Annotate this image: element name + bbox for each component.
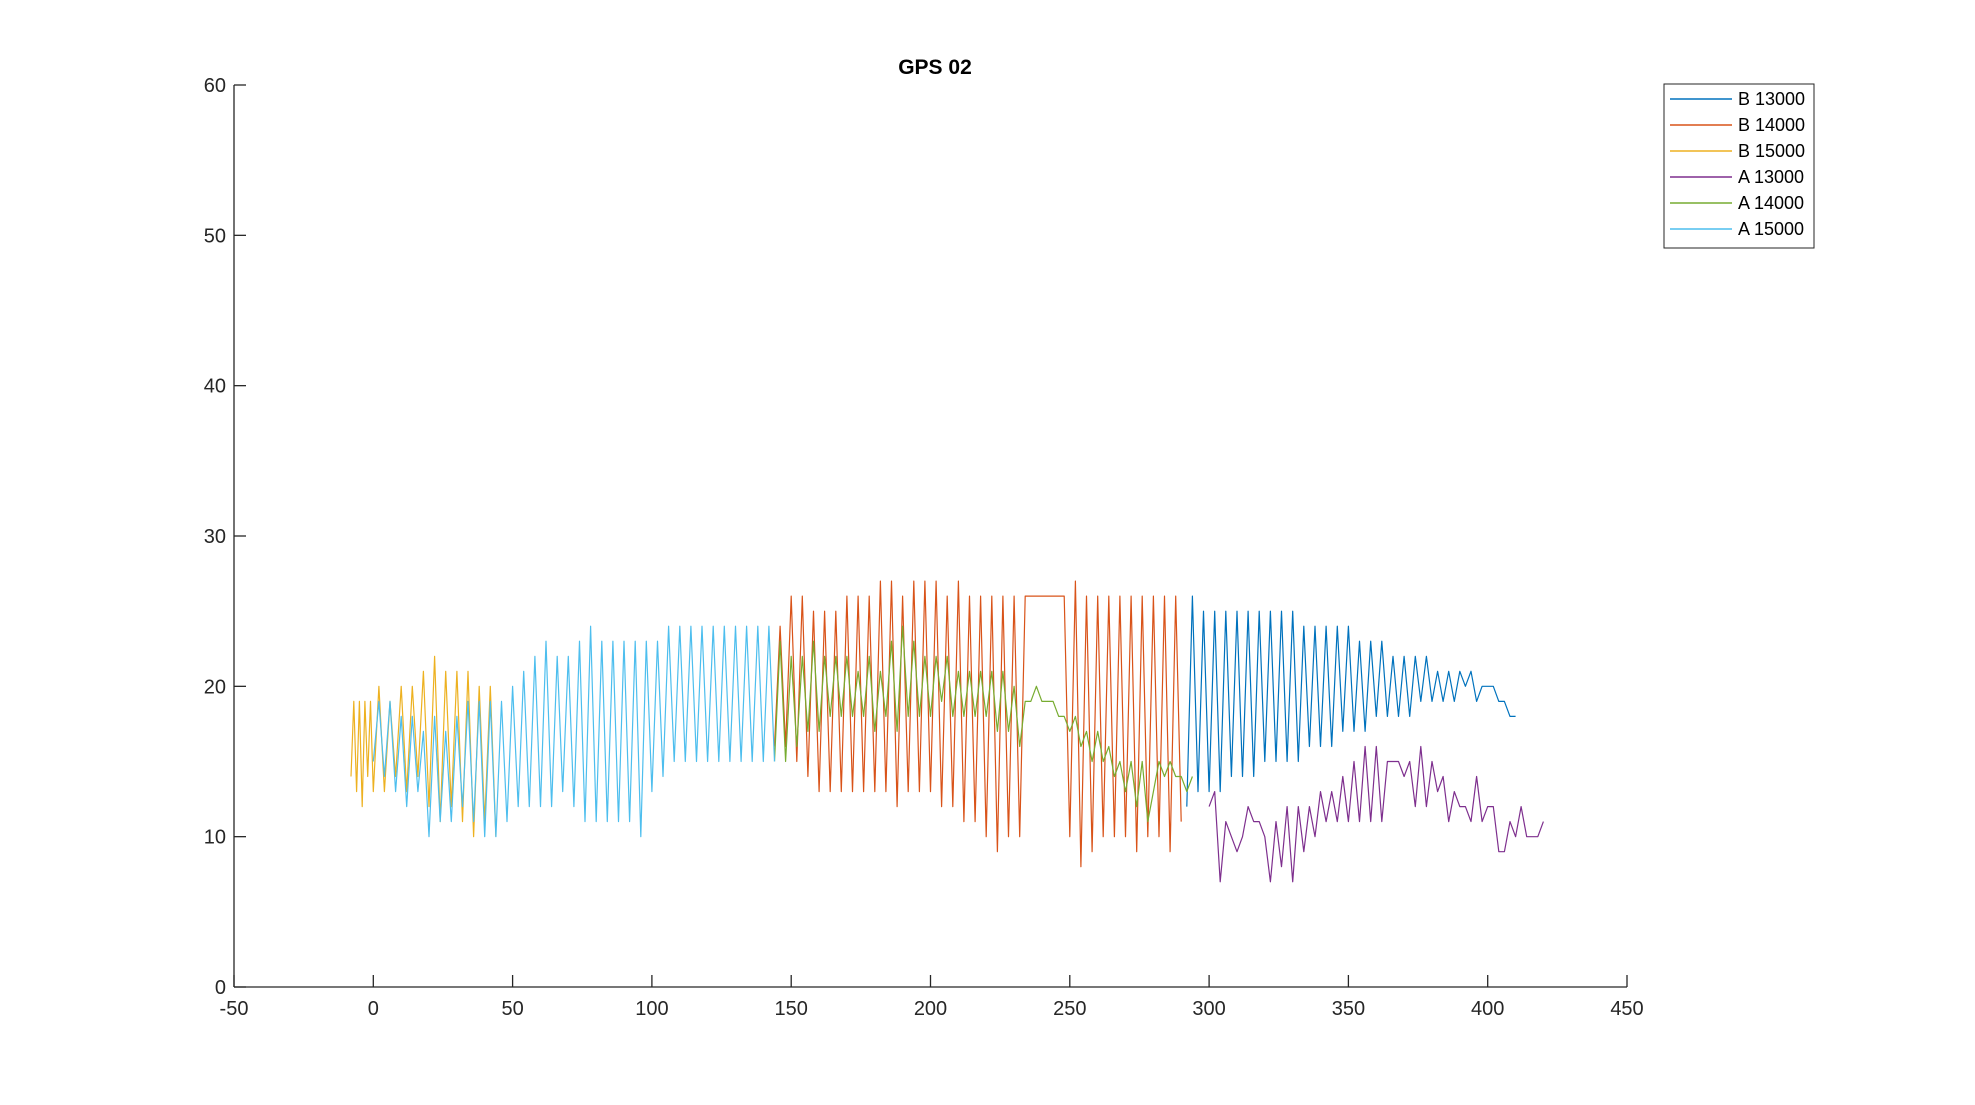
series-line-a-14000 bbox=[773, 625, 1193, 823]
series-line-b-15000 bbox=[350, 655, 497, 838]
x-tick-label: 300 bbox=[1192, 998, 1225, 1020]
x-tick-label: 450 bbox=[1610, 998, 1643, 1020]
y-tick-label: 60 bbox=[204, 75, 226, 97]
y-tick-label: 50 bbox=[204, 225, 226, 247]
y-tick-label: 40 bbox=[204, 376, 226, 398]
x-tick-label: -50 bbox=[220, 998, 249, 1020]
legend-items: B 13000 B 14000 B 15000 A 13000 A 14000 A 150… bbox=[1670, 89, 1805, 239]
x-tick-label: 400 bbox=[1471, 998, 1504, 1020]
legend-label: A 14000 bbox=[1738, 193, 1804, 213]
y-tick-label: 20 bbox=[204, 676, 226, 698]
legend-label: B 14000 bbox=[1738, 115, 1805, 135]
y-axis-ticks: 0 10 20 30 40 50 60 bbox=[204, 75, 246, 999]
legend-label: B 15000 bbox=[1738, 141, 1805, 161]
legend-label: B 13000 bbox=[1738, 89, 1805, 109]
x-tick-label: 100 bbox=[635, 998, 668, 1020]
x-tick-label: 250 bbox=[1053, 998, 1086, 1020]
x-tick-label: 150 bbox=[775, 998, 808, 1020]
y-tick-label: 0 bbox=[215, 977, 226, 999]
series-line-a-15000 bbox=[372, 625, 776, 838]
x-axis-ticks: -50 0 50 100 150 200 250 300 350 400 450 bbox=[220, 975, 1644, 1020]
x-tick-label: 350 bbox=[1332, 998, 1365, 1020]
series-line-a-13000 bbox=[1208, 745, 1544, 883]
legend-label: A 13000 bbox=[1738, 167, 1804, 187]
legend-label: A 15000 bbox=[1738, 219, 1804, 239]
legend: B 13000 B 14000 B 15000 A 13000 A 14000 A 150… bbox=[1663, 83, 1815, 249]
legend-box bbox=[1663, 83, 1815, 249]
x-tick-label: 50 bbox=[501, 998, 523, 1020]
x-tick-label: 200 bbox=[914, 998, 947, 1020]
y-tick-label: 10 bbox=[204, 827, 226, 849]
series-layer bbox=[350, 580, 1544, 883]
chart-title: GPS 02 bbox=[898, 56, 972, 79]
series-line-b-13000 bbox=[1186, 595, 1516, 807]
y-tick-label: 30 bbox=[204, 526, 226, 548]
series-line-b-14000 bbox=[773, 580, 1182, 868]
x-tick-label: 0 bbox=[368, 998, 379, 1020]
